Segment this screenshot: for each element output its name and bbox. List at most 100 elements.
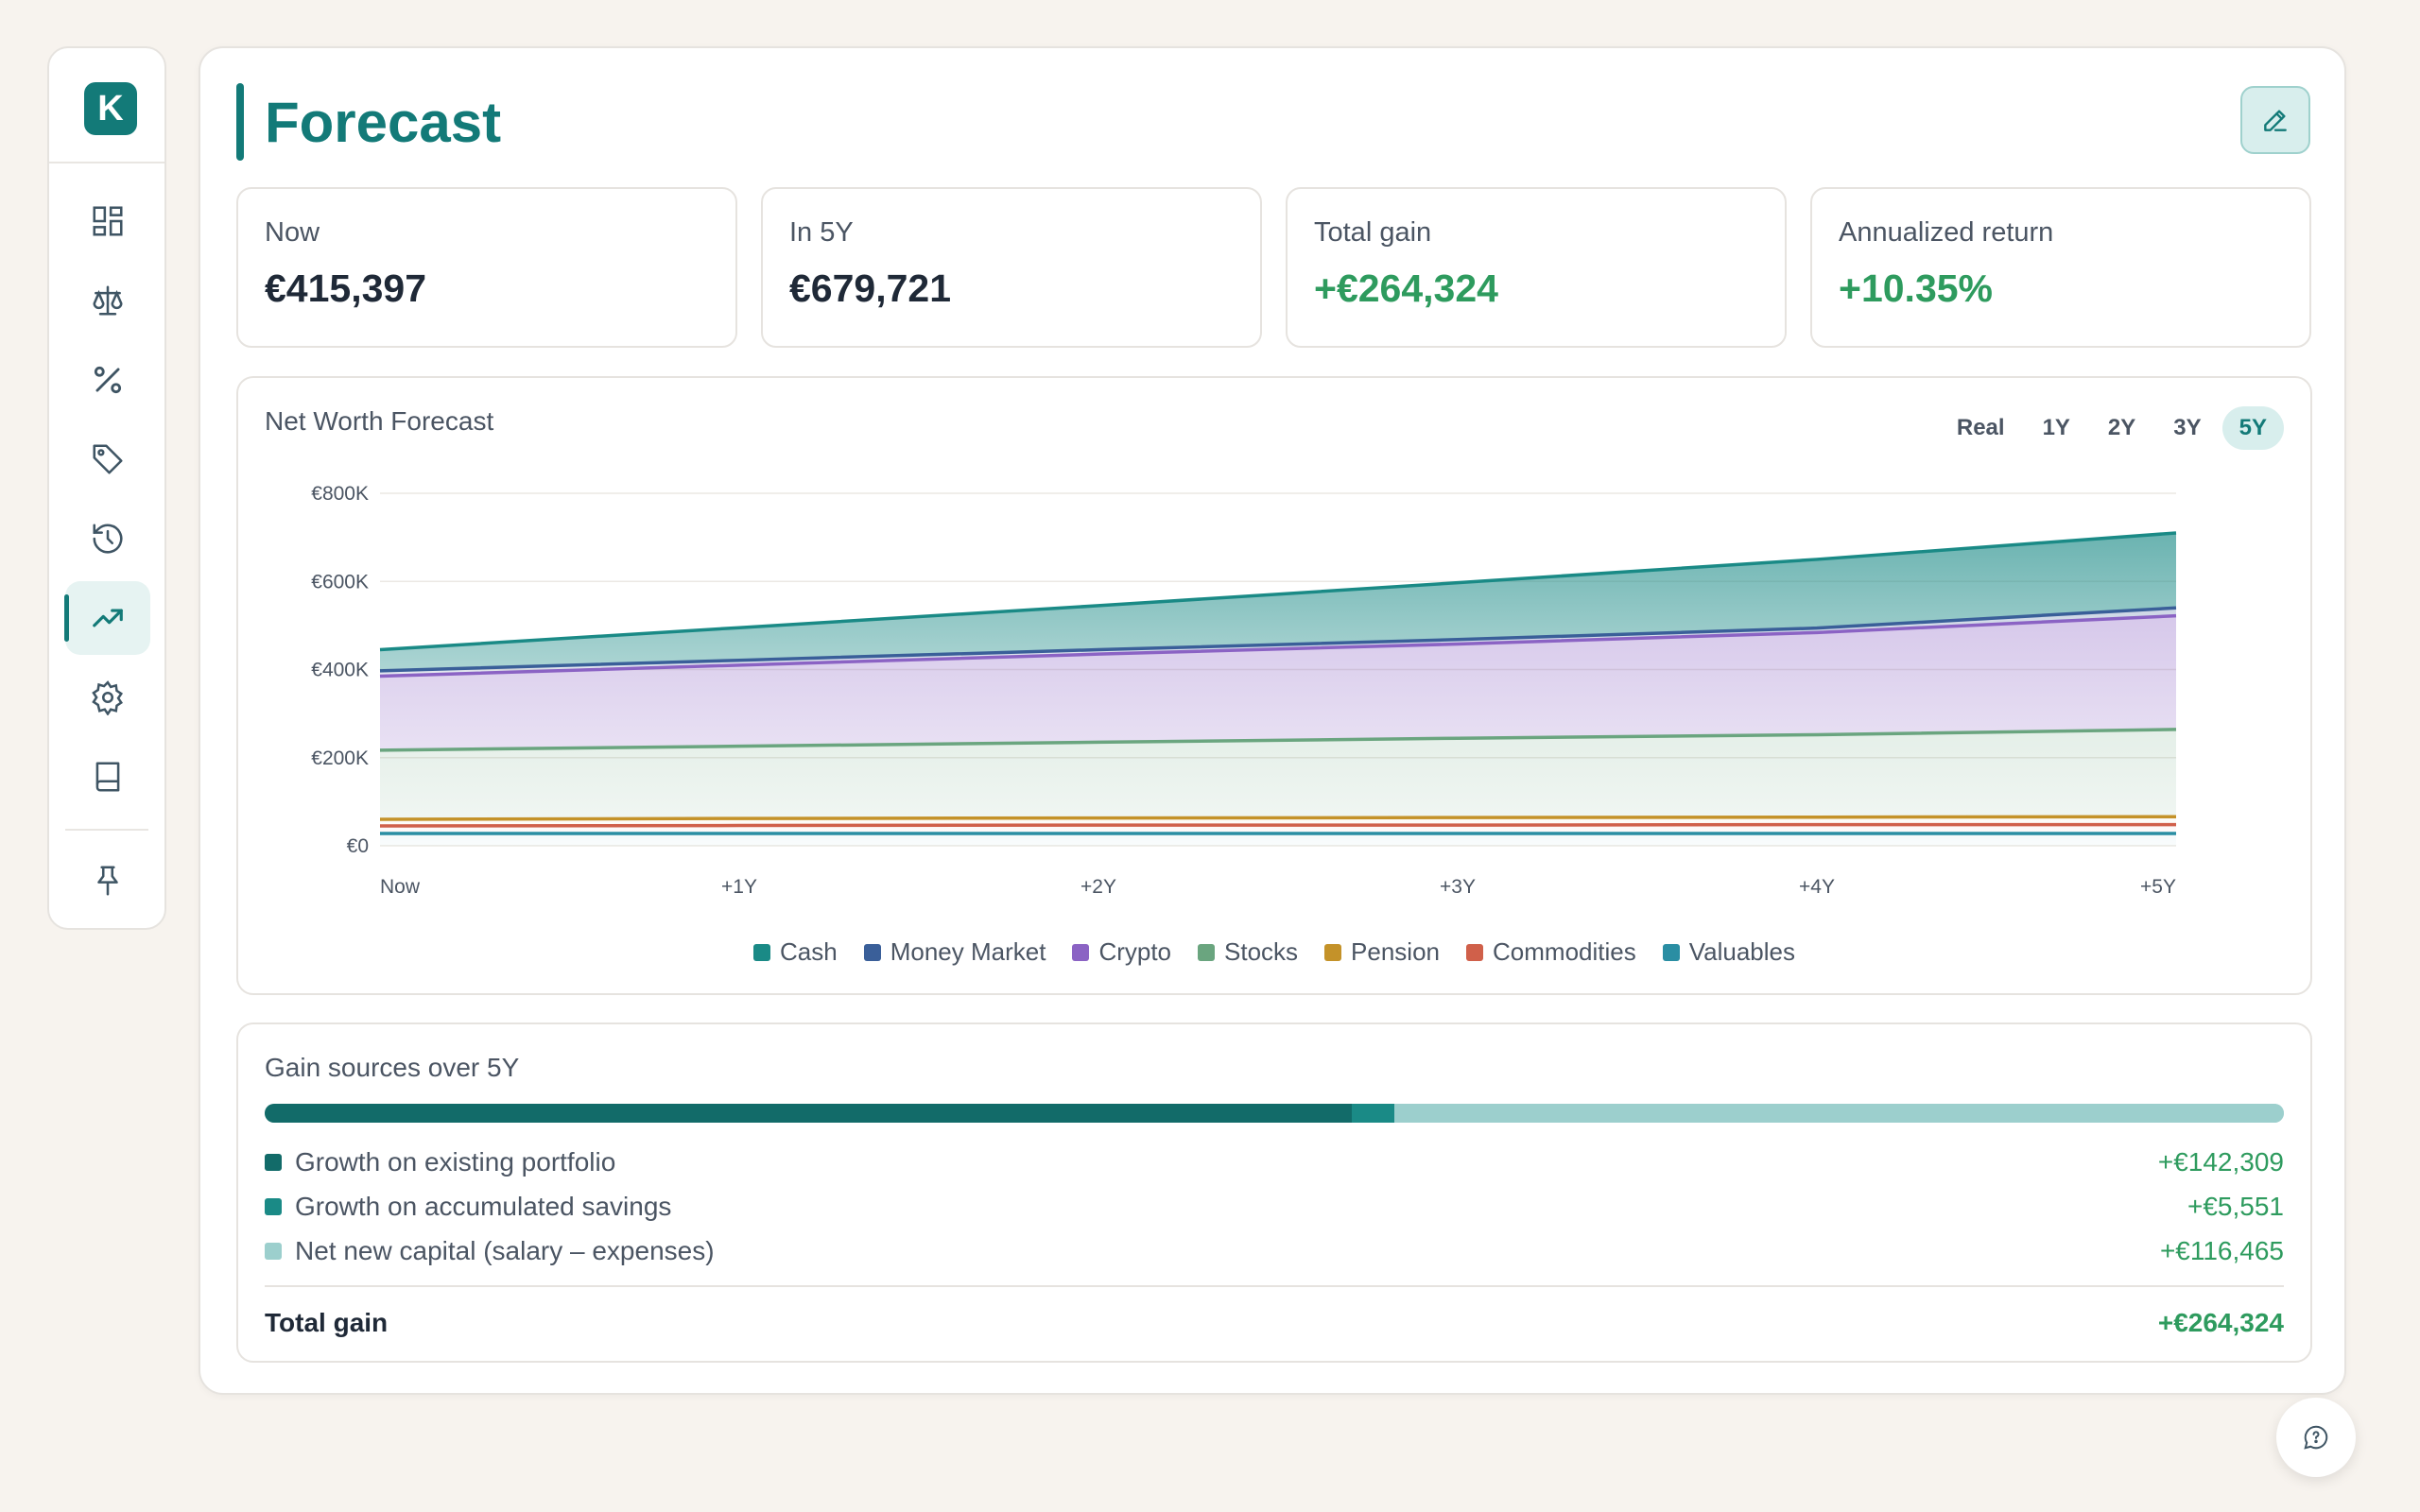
line-crypto bbox=[379, 613, 2177, 679]
sidebar: K bbox=[47, 46, 166, 930]
range-selector: Real 1Y 2Y 3Y 5Y bbox=[1940, 406, 2284, 450]
legend-swatch bbox=[1324, 943, 1342, 961]
chat-help-icon bbox=[2304, 1425, 2328, 1450]
gain-sources-title: Gain sources over 5Y bbox=[265, 1053, 520, 1082]
line-cash bbox=[379, 531, 2177, 652]
legend-item[interactable]: Valuables bbox=[1662, 937, 1795, 967]
gain-total-amount: +€264,324 bbox=[2157, 1308, 2284, 1337]
x-tick-label: +1Y bbox=[721, 876, 757, 898]
sidebar-item-balance[interactable] bbox=[65, 264, 150, 337]
sidebar-divider-bottom bbox=[65, 829, 148, 831]
area-cash bbox=[380, 532, 2176, 671]
pin-icon bbox=[97, 866, 118, 896]
area-crypto bbox=[380, 615, 2176, 750]
kpi-label: Now bbox=[265, 217, 320, 248]
legend-item[interactable]: Crypto bbox=[1072, 937, 1171, 967]
x-tick-label: +2Y bbox=[1080, 876, 1116, 898]
gain-total-label: Total gain bbox=[265, 1308, 389, 1337]
gain-row: Net new capital (salary – expenses) +€11… bbox=[265, 1232, 2284, 1270]
gain-label: Growth on accumulated savings bbox=[295, 1192, 672, 1221]
legend-item[interactable]: Commodities bbox=[1466, 937, 1636, 967]
app-logo[interactable]: K bbox=[84, 82, 137, 135]
legend-label: Commodities bbox=[1493, 937, 1636, 966]
tag-icon bbox=[93, 444, 123, 474]
percent-icon bbox=[94, 366, 122, 394]
legend-label: Cash bbox=[780, 937, 838, 966]
gain-sources-bar bbox=[265, 1104, 2284, 1123]
history-icon bbox=[93, 524, 123, 554]
range-2y[interactable]: 2Y bbox=[2107, 415, 2136, 440]
y-tick-label: €400K bbox=[311, 660, 369, 681]
y-tick-label: €0 bbox=[347, 835, 369, 857]
kpi-label: Total gain bbox=[1314, 217, 1432, 248]
gain-divider bbox=[265, 1285, 2284, 1287]
legend-label: Money Market bbox=[890, 937, 1046, 966]
line-money-market bbox=[379, 606, 2177, 673]
sidebar-item-tags[interactable] bbox=[65, 422, 150, 496]
edit-button[interactable] bbox=[2240, 86, 2310, 154]
kpi-total-gain: Total gain +€264,324 bbox=[1286, 187, 1787, 348]
book-icon bbox=[95, 762, 120, 792]
title-accent-bar bbox=[236, 83, 244, 161]
legend-item[interactable]: Money Market bbox=[863, 937, 1046, 967]
y-tick-label: €200K bbox=[311, 747, 369, 769]
legend-label: Stocks bbox=[1224, 937, 1299, 966]
dashboard-icon bbox=[93, 206, 123, 236]
sidebar-pin-button[interactable] bbox=[65, 844, 150, 918]
sidebar-item-forecast[interactable] bbox=[64, 581, 150, 655]
gain-bar-segment bbox=[1351, 1104, 1394, 1123]
y-tick-label: €800K bbox=[311, 483, 369, 505]
gain-swatch bbox=[265, 1198, 282, 1215]
kpi-annualized-return: Annualized return +10.35% bbox=[1810, 187, 2311, 348]
gear-icon bbox=[92, 680, 124, 715]
chart-legend: Cash Money Market Crypto Stocks Pension Commo… bbox=[238, 937, 2310, 967]
legend-swatch bbox=[1198, 943, 1216, 961]
sidebar-item-rates[interactable] bbox=[65, 343, 150, 417]
x-tick-label: Now bbox=[380, 876, 421, 898]
kpi-label: Annualized return bbox=[1839, 217, 2054, 248]
range-real[interactable]: Real bbox=[1956, 415, 2005, 440]
legend-item[interactable]: Cash bbox=[753, 937, 838, 967]
legend-item[interactable]: Pension bbox=[1324, 937, 1440, 967]
gain-total-row: Total gain +€264,324 bbox=[265, 1304, 2284, 1342]
range-5y[interactable]: 5Y bbox=[2221, 406, 2284, 450]
gain-amount: +€116,465 bbox=[2159, 1236, 2284, 1265]
sidebar-item-settings[interactable] bbox=[65, 661, 150, 734]
legend-swatch bbox=[1662, 943, 1680, 961]
gain-row: Growth on existing portfolio +€142,309 bbox=[265, 1143, 2284, 1181]
kpi-value: €415,397 bbox=[265, 266, 427, 310]
logo-letter: K bbox=[97, 88, 124, 129]
x-tick-label: +5Y bbox=[2140, 876, 2176, 898]
trending-up-icon bbox=[93, 609, 123, 627]
chart-title: Net Worth Forecast bbox=[265, 406, 494, 436]
legend-label: Valuables bbox=[1688, 937, 1795, 966]
sidebar-item-docs[interactable] bbox=[65, 740, 150, 814]
y-tick-label: €600K bbox=[311, 571, 369, 593]
sidebar-item-dashboard[interactable] bbox=[65, 184, 150, 258]
range-3y[interactable]: 3Y bbox=[2173, 415, 2202, 440]
help-chat-button[interactable] bbox=[2276, 1398, 2356, 1477]
gain-swatch bbox=[265, 1154, 282, 1171]
gain-label: Growth on existing portfolio bbox=[295, 1147, 616, 1177]
legend-swatch bbox=[1072, 943, 1090, 961]
area-stocks bbox=[380, 729, 2176, 820]
legend-item[interactable]: Stocks bbox=[1198, 937, 1298, 967]
gain-amount: +€5,551 bbox=[2187, 1192, 2284, 1221]
gain-bar-segment bbox=[265, 1104, 1352, 1123]
page-title: Forecast bbox=[265, 91, 502, 154]
gain-sources-card: Gain sources over 5Y Growth on existing … bbox=[236, 1022, 2312, 1363]
main-panel: Forecast Now €415,397 In 5Y €679,721 Tot… bbox=[199, 46, 2346, 1395]
forecast-chart: €0 €200K €400K €600K €800K Now +1Y +2Y +3Y +4Y +5Y bbox=[311, 483, 2177, 898]
legend-swatch bbox=[863, 943, 881, 961]
gain-swatch bbox=[265, 1243, 282, 1260]
x-tick-label: +3Y bbox=[1440, 876, 1476, 898]
range-1y[interactable]: 1Y bbox=[2042, 415, 2070, 440]
legend-label: Crypto bbox=[1098, 937, 1172, 966]
sidebar-item-history[interactable] bbox=[65, 502, 150, 576]
forecast-card: Net Worth Forecast Real 1Y 2Y 3Y 5Y €0 €2… bbox=[236, 376, 2312, 995]
kpi-value: +10.35% bbox=[1839, 266, 1993, 310]
gain-label: Net new capital (salary – expenses) bbox=[295, 1236, 715, 1265]
line-pension bbox=[379, 815, 2177, 821]
kpi-in-5y: In 5Y €679,721 bbox=[761, 187, 1262, 348]
kpi-now: Now €415,397 bbox=[236, 187, 737, 348]
